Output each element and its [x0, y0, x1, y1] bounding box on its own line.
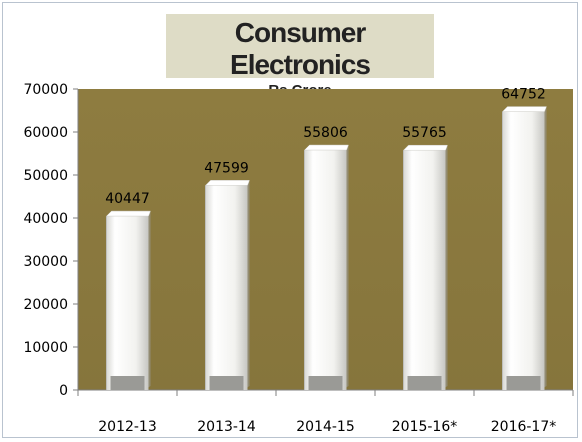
bar-face [304, 150, 347, 390]
data-label: 55806 [303, 125, 348, 141]
chart-title: Consumer Electronics [230, 17, 371, 80]
y-tick-label: 70000 [23, 82, 68, 98]
x-tick-label: 2016-17* [491, 419, 557, 435]
bar-top [204, 180, 250, 186]
x-tick-label: 2014-15 [296, 419, 355, 435]
data-label: 64752 [501, 87, 546, 103]
y-tick-label: 40000 [23, 211, 68, 227]
bar-base [110, 376, 145, 390]
bar-base [506, 376, 541, 390]
data-label: 55765 [402, 125, 447, 141]
bar-face [403, 150, 446, 390]
y-tick-label: 0 [59, 383, 68, 399]
bar-face [502, 111, 545, 390]
bar [501, 106, 547, 390]
y-tick-label: 30000 [23, 254, 68, 270]
bar [402, 144, 448, 390]
x-tick-label: 2012-13 [98, 419, 157, 435]
bar-face [106, 216, 149, 390]
bar [204, 180, 250, 390]
bar-top [303, 144, 349, 151]
bar-top [501, 106, 547, 112]
bar-base [209, 376, 244, 390]
bar-top [105, 210, 151, 217]
data-label: 40447 [105, 191, 150, 207]
bar-face [205, 185, 248, 390]
x-tick-label: 2013-14 [197, 419, 256, 435]
bar-top [402, 144, 448, 151]
bar-base [308, 376, 343, 390]
bar [303, 144, 349, 390]
x-tick-label: 2015-16* [392, 419, 458, 435]
y-tick-label: 60000 [23, 125, 68, 141]
y-tick-label: 50000 [23, 168, 68, 184]
y-tick-label: 20000 [23, 297, 68, 313]
data-label: 47599 [204, 160, 249, 176]
bar [105, 210, 151, 390]
bar-base [407, 376, 442, 390]
y-tick-label: 10000 [23, 340, 68, 356]
